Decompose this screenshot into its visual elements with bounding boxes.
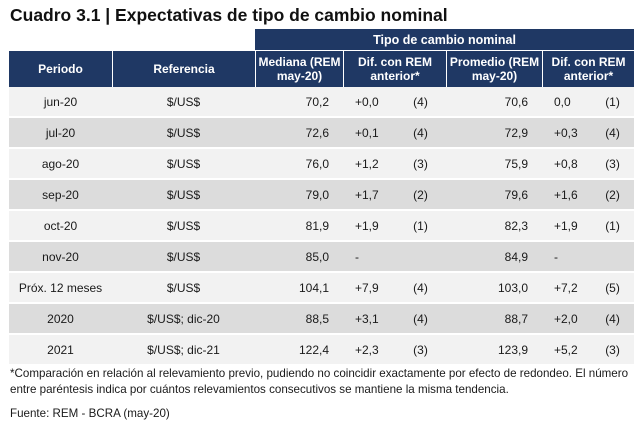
cell-mediana: 76,0 — [255, 149, 343, 180]
cell-count-promedio: (1) — [591, 211, 635, 242]
cell-count-mediana: (3) — [395, 149, 446, 180]
cell-dif-mediana: +1,7 — [343, 180, 395, 211]
table-row: nov-20 $/US$ 85,0-84,9- — [9, 242, 635, 273]
table-row: jun-20 $/US$ 70,2 +0,0 (4) 70,6 0,0 (1) — [9, 87, 635, 118]
cell-promedio: 75,9 — [446, 149, 542, 180]
exchange-rate-table: Tipo de cambio nominal Periodo Referenci… — [9, 29, 635, 366]
cell-mediana: 122,4 — [255, 335, 343, 366]
cell-referencia: $/US$ — [112, 180, 255, 211]
cell-dif-promedio: +0,3 — [542, 118, 591, 149]
cell-count-mediana: (2) — [395, 180, 446, 211]
source-note: Fuente: REM - BCRA (may-20) — [10, 407, 170, 420]
cell-referencia: $/US$; dic-20 — [112, 304, 255, 335]
cell-periodo: jun-20 — [9, 87, 112, 118]
cell-count-mediana: (1) — [395, 211, 446, 242]
cell-promedio: 79,6 — [446, 180, 542, 211]
cell-count-mediana: (4) — [395, 273, 446, 304]
table-row: jul-20 $/US$ 72,6 +0,1 (4) 72,9 +0,3 (4) — [9, 118, 635, 149]
cell-referencia: $/US$; dic-21 — [112, 335, 255, 366]
cell-referencia: $/US$ — [112, 273, 255, 304]
cell-dif-promedio: +1,6 — [542, 180, 591, 211]
cell-mediana: 81,9 — [255, 211, 343, 242]
cell-count-mediana: (4) — [395, 304, 446, 335]
table-body: jun-20 $/US$ 70,2 +0,0 (4) 70,6 0,0 (1) jul-20 $/… — [9, 87, 635, 366]
cell-dif-mediana: +0,0 — [343, 87, 395, 118]
header-dif-mediana: Dif. con REM anterior* — [343, 51, 446, 87]
header-dif-promedio: Dif. con REM anterior* — [542, 51, 635, 87]
header-promedio: Promedio (REM may-20) — [446, 51, 542, 87]
cell-periodo: Próx. 12 meses — [9, 273, 112, 304]
cell-count-mediana — [395, 242, 446, 273]
cell-mediana: 70,2 — [255, 87, 343, 118]
cell-promedio: 82,3 — [446, 211, 542, 242]
cell-promedio: 72,9 — [446, 118, 542, 149]
cell-dif-mediana: +0,1 — [343, 118, 395, 149]
cell-periodo: 2020 — [9, 304, 112, 335]
cell-mediana: 72,6 — [255, 118, 343, 149]
cell-count-promedio: (3) — [591, 149, 635, 180]
footnote: *Comparación en relación al relevamiento… — [10, 367, 629, 396]
cell-count-promedio: (4) — [591, 304, 635, 335]
cell-dif-mediana: - — [343, 242, 395, 273]
cell-mediana: 85,0 — [255, 242, 343, 273]
cell-dif-mediana: +3,1 — [343, 304, 395, 335]
cell-promedio: 84,9 — [446, 242, 542, 273]
cell-count-promedio: (2) — [591, 180, 635, 211]
cell-count-promedio: (5) — [591, 273, 635, 304]
cell-periodo: ago-20 — [9, 149, 112, 180]
cell-promedio: 70,6 — [446, 87, 542, 118]
cell-mediana: 79,0 — [255, 180, 343, 211]
cell-promedio: 123,9 — [446, 335, 542, 366]
cell-dif-promedio: +7,2 — [542, 273, 591, 304]
cell-dif-mediana: +1,2 — [343, 149, 395, 180]
cell-mediana: 104,1 — [255, 273, 343, 304]
cell-periodo: nov-20 — [9, 242, 112, 273]
header-periodo: Periodo — [9, 51, 112, 87]
table-row: 2021 $/US$; dic-21 122,4 +2,3 (3) 123,9 +5,2 (3… — [9, 335, 635, 366]
table-row: oct-20 $/US$ 81,9 +1,9 (1) 82,3 +1,9 (1) — [9, 211, 635, 242]
cell-dif-mediana: +7,9 — [343, 273, 395, 304]
table-row: Próx. 12 meses $/US$ 104,1 +7,9 (4) 103,0 +7,2… — [9, 273, 635, 304]
cell-referencia: $/US$ — [112, 87, 255, 118]
cell-promedio: 103,0 — [446, 273, 542, 304]
cell-dif-promedio: 0,0 — [542, 87, 591, 118]
cell-dif-mediana: +1,9 — [343, 211, 395, 242]
super-header: Tipo de cambio nominal — [255, 29, 635, 51]
cell-dif-promedio: - — [542, 242, 591, 273]
cell-periodo: jul-20 — [9, 118, 112, 149]
header-referencia: Referencia — [112, 51, 255, 87]
cell-count-promedio: (4) — [591, 118, 635, 149]
cell-periodo: sep-20 — [9, 180, 112, 211]
cell-count-mediana: (4) — [395, 87, 446, 118]
cell-dif-promedio: +2,0 — [542, 304, 591, 335]
cell-dif-mediana: +2,3 — [343, 335, 395, 366]
table-title: Cuadro 3.1 | Expectativas de tipo de cam… — [10, 5, 448, 25]
cell-count-promedio — [591, 242, 635, 273]
cell-count-mediana: (4) — [395, 118, 446, 149]
cell-promedio: 88,7 — [446, 304, 542, 335]
table-row: 2020 $/US$; dic-20 88,5 +3,1 (4) 88,7 +2,0 (4) — [9, 304, 635, 335]
cell-referencia: $/US$ — [112, 242, 255, 273]
cell-count-promedio: (1) — [591, 87, 635, 118]
table-row: sep-20 $/US$ 79,0 +1,7 (2) 79,6 +1,6 (2) — [9, 180, 635, 211]
cell-mediana: 88,5 — [255, 304, 343, 335]
cell-dif-promedio: +0,8 — [542, 149, 591, 180]
cell-referencia: $/US$ — [112, 118, 255, 149]
cell-dif-promedio: +5,2 — [542, 335, 591, 366]
cell-periodo: 2021 — [9, 335, 112, 366]
cell-referencia: $/US$ — [112, 149, 255, 180]
cell-count-promedio: (3) — [591, 335, 635, 366]
cell-periodo: oct-20 — [9, 211, 112, 242]
header-mediana: Mediana (REM may-20) — [255, 51, 343, 87]
cell-referencia: $/US$ — [112, 211, 255, 242]
cell-dif-promedio: +1,9 — [542, 211, 591, 242]
cell-count-mediana: (3) — [395, 335, 446, 366]
table-row: ago-20 $/US$ 76,0 +1,2 (3) 75,9 +0,8 (3) — [9, 149, 635, 180]
